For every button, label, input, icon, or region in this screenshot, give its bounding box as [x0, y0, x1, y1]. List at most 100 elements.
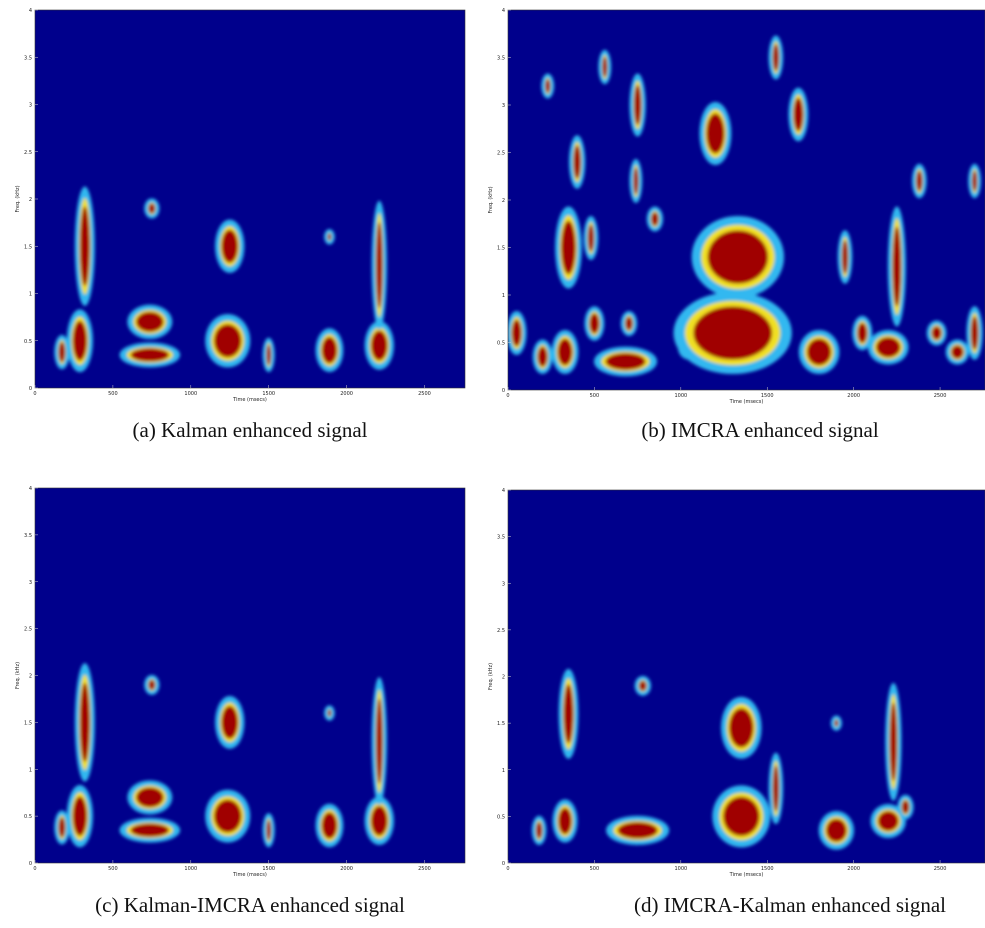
energy-blob	[634, 675, 651, 696]
energy-blob	[262, 813, 275, 848]
blob-core	[72, 320, 87, 361]
y-tick-label: 0.5	[497, 341, 505, 347]
x-tick-label: 500	[590, 866, 600, 872]
y-tick-label: 3.5	[497, 535, 505, 541]
blob-layer	[531, 668, 914, 850]
blob-core	[972, 171, 978, 191]
x-axis-label: Time (msecs)	[232, 397, 267, 403]
blob-layer	[508, 35, 983, 377]
energy-blob	[712, 785, 771, 848]
energy-blob	[699, 102, 732, 165]
energy-blob	[119, 817, 181, 843]
energy-blob	[691, 216, 785, 298]
x-tick-label: 0	[506, 393, 509, 399]
y-tick-label: 2	[502, 675, 505, 681]
y-tick-label: 0.5	[24, 814, 32, 820]
y-tick-label: 3	[502, 581, 505, 587]
blob-core	[826, 818, 847, 842]
energy-blob	[837, 230, 853, 284]
blob-core	[79, 683, 90, 762]
energy-blob	[867, 330, 909, 365]
x-tick-label: 2000	[340, 866, 353, 872]
blob-core	[214, 324, 242, 358]
blob-core	[605, 353, 646, 370]
y-tick-label: 0	[502, 388, 505, 394]
x-tick-label: 0	[506, 866, 509, 872]
blob-core	[376, 698, 383, 784]
y-tick-label: 2.5	[497, 151, 505, 157]
y-tick-label: 1.5	[24, 720, 32, 726]
energy-blob	[629, 73, 646, 137]
blob-core	[772, 44, 779, 71]
y-tick-label: 1	[29, 767, 32, 773]
energy-blob	[721, 696, 762, 759]
y-tick-label: 4	[502, 488, 505, 494]
blob-core	[806, 338, 832, 366]
energy-blob	[54, 334, 70, 370]
energy-blob	[119, 342, 181, 368]
y-axis-label: Freq. (kHz)	[15, 662, 21, 689]
blob-core	[545, 79, 551, 93]
y-tick-label: 1.5	[24, 244, 32, 250]
energy-blob	[870, 804, 906, 839]
blob-core	[327, 709, 332, 717]
blob-core	[639, 680, 647, 691]
blob-core	[136, 311, 164, 332]
energy-blob	[54, 810, 70, 845]
blob-core	[58, 342, 66, 363]
energy-blob	[215, 219, 245, 273]
energy-blob	[205, 789, 251, 843]
x-tick-label: 500	[108, 866, 118, 872]
blob-core	[793, 97, 804, 132]
plot-background	[35, 10, 465, 388]
blob-core	[901, 800, 910, 814]
x-tick-label: 500	[108, 391, 118, 397]
y-tick-label: 2	[502, 198, 505, 204]
energy-blob	[620, 311, 638, 336]
energy-blob	[555, 206, 582, 289]
y-tick-label: 1.5	[497, 721, 505, 727]
energy-blob	[541, 73, 555, 99]
energy-blob	[532, 339, 553, 374]
y-tick-label: 1	[502, 293, 505, 299]
blob-core	[537, 346, 548, 367]
energy-blob	[364, 796, 394, 845]
energy-blob	[966, 306, 983, 360]
energy-blob	[144, 198, 160, 219]
y-tick-label: 0	[502, 861, 505, 867]
energy-blob	[324, 705, 335, 721]
energy-blob	[968, 163, 982, 199]
y-tick-label: 4	[29, 8, 32, 14]
energy-blob	[788, 87, 809, 142]
energy-blob	[673, 292, 792, 374]
energy-blob	[594, 346, 658, 377]
blob-core	[706, 113, 725, 154]
blob-core	[79, 206, 90, 286]
blob-core	[214, 799, 242, 833]
blob-core	[221, 705, 238, 739]
blob-core	[130, 823, 169, 837]
blob-core	[916, 171, 923, 191]
caption: (a) Kalman enhanced signal	[133, 418, 368, 442]
x-tick-label: 1500	[262, 391, 275, 397]
x-tick-label: 1000	[184, 391, 197, 397]
blob-core	[693, 306, 772, 360]
x-tick-label: 0	[33, 866, 36, 872]
x-tick-label: 500	[590, 393, 600, 399]
blob-core	[58, 817, 66, 838]
blob-core	[266, 820, 271, 841]
blob-core	[136, 787, 164, 808]
x-tick-label: 1500	[761, 393, 774, 399]
energy-blob	[74, 663, 95, 782]
blob-core	[376, 222, 383, 309]
y-tick-label: 0	[29, 386, 32, 392]
blob-core	[772, 765, 779, 812]
blob-core	[587, 224, 594, 252]
blob-core	[589, 313, 600, 334]
energy-blob	[364, 321, 394, 370]
panel: 0 500 1000 1500 2000 2500 0 0.5 1 1.5 2 2.5 3 3.5 4 Tim…	[488, 8, 985, 442]
energy-blob	[371, 677, 387, 806]
blob-core	[729, 708, 754, 748]
energy-blob	[127, 304, 173, 340]
